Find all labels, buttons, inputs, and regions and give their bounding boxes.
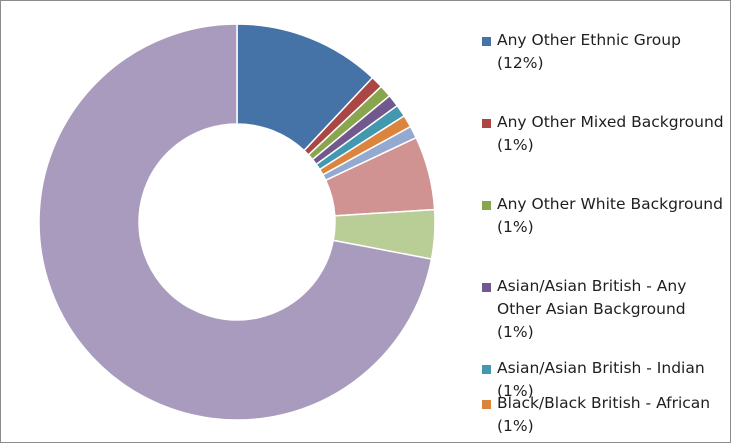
legend-swatch [482,283,491,292]
donut-chart [38,23,436,421]
legend-label: Any Other White Background (1%) [497,195,723,236]
legend-swatch [482,400,491,409]
legend-label: Asian/Asian British - Indian (1%) [497,359,705,400]
legend-label: Any Other Mixed Background (1%) [497,113,724,154]
legend-swatch [482,119,491,128]
legend-swatch [482,201,491,210]
legend-label: Asian/Asian British - Any Other Asian Ba… [497,277,687,341]
donut-slice-9 [38,23,433,421]
legend-swatch [482,37,491,46]
legend-label: Black/Black British - African (1%) [497,394,711,435]
legend-label: Any Other Ethnic Group (12%) [497,31,681,72]
legend-swatch [482,365,491,374]
